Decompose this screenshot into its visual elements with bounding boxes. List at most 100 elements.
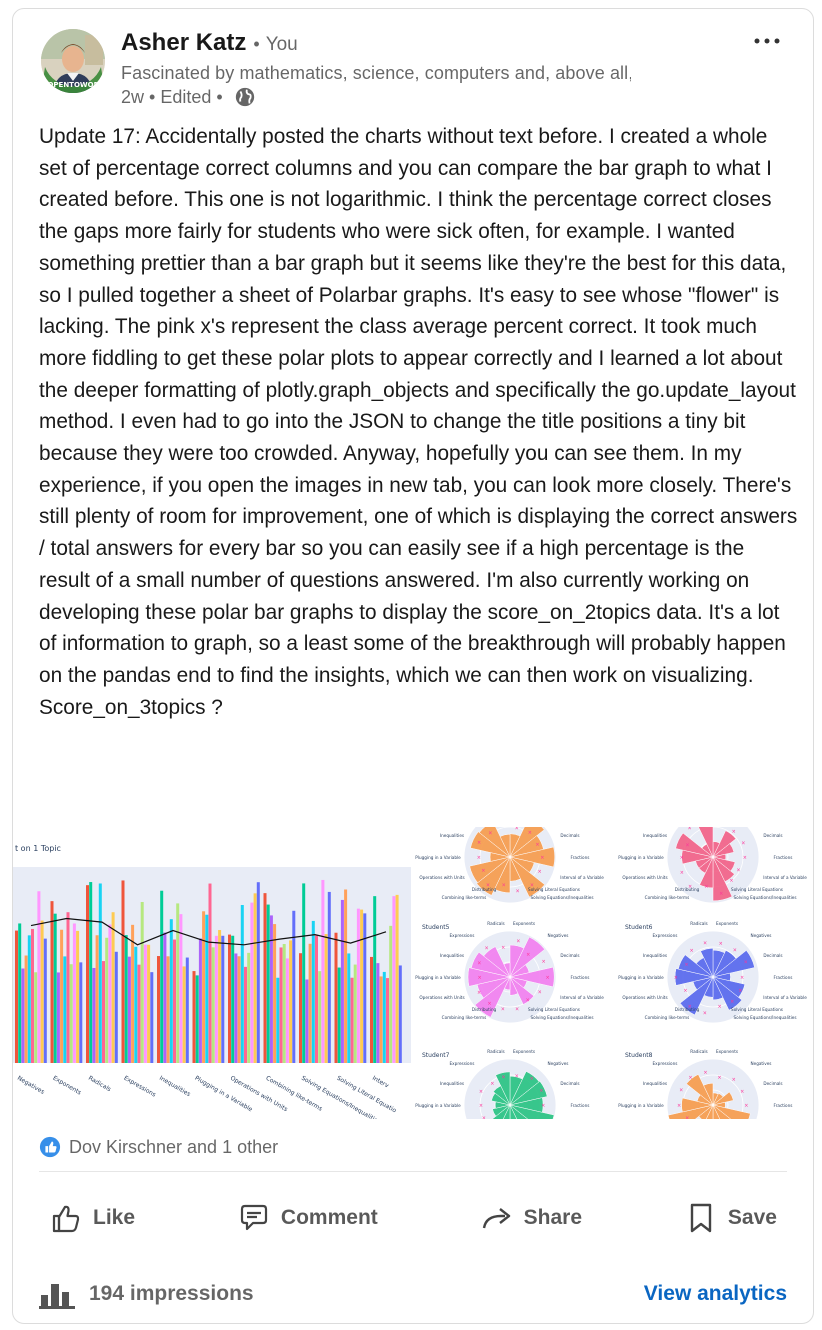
- polar-axis-label: Solving Equations/Inequalities: [733, 895, 796, 900]
- bar: [360, 909, 364, 1063]
- bar: [163, 932, 167, 1063]
- author-name[interactable]: Asher Katz: [121, 29, 247, 56]
- average-marker: ×: [516, 888, 520, 894]
- polar-bar: [698, 827, 714, 858]
- polar-axis-label: Decimals: [560, 953, 579, 958]
- average-marker: ×: [515, 1006, 519, 1012]
- polar-axis-label: Radicals: [487, 1049, 504, 1054]
- bar: [334, 932, 338, 1063]
- bar: [289, 940, 293, 1063]
- bar: [124, 935, 128, 1063]
- average-marker: ×: [477, 840, 481, 846]
- polar-axis-label: Combining like-terms: [442, 1015, 487, 1020]
- bar-x-label: Exponents: [52, 1075, 83, 1097]
- average-marker: ×: [744, 1103, 748, 1109]
- bar: [66, 912, 70, 1063]
- bar-group: [15, 879, 402, 1063]
- average-marker: ×: [703, 940, 707, 946]
- average-marker: ×: [515, 1073, 519, 1079]
- average-marker: ×: [730, 999, 734, 1005]
- bar-chart-image[interactable]: t on 1 Topic Negatives Exponents Radicals E…: [13, 827, 411, 1119]
- reactions-summary[interactable]: Dov Kirschner and 1 other: [39, 1135, 278, 1159]
- bar: [76, 930, 80, 1063]
- bar: [18, 923, 22, 1063]
- bar-x-label: Expressions: [123, 1075, 157, 1099]
- polar-axis-label: Negatives: [548, 1061, 569, 1066]
- average-marker: ×: [501, 945, 505, 951]
- separator-dot: •: [253, 34, 260, 54]
- polar-axis-label: Interval of a Variable: [763, 875, 807, 880]
- polar-gridline: [463, 827, 557, 904]
- author-avatar[interactable]: #OPENTOWORK: [41, 29, 105, 93]
- bar: [108, 924, 112, 1063]
- bar: [282, 944, 286, 1063]
- average-marker: ×: [717, 1075, 721, 1081]
- polar-axis-label: Solving Literal Equations: [528, 887, 580, 892]
- polar-axis-label: Negatives: [548, 933, 569, 938]
- polar-axis-label: Expressions: [653, 933, 678, 938]
- polar-axis-label: Interval of a Variable: [560, 875, 604, 880]
- average-marker: ×: [677, 1103, 681, 1109]
- bar: [398, 965, 402, 1063]
- author-relation: You: [265, 34, 298, 55]
- polar-axis-label: Plugging in a Variable: [618, 855, 664, 860]
- bar-chart-title: t on 1 Topic: [15, 844, 61, 853]
- like-button[interactable]: Like: [39, 1189, 145, 1247]
- polar-bar: [699, 856, 714, 889]
- bar: [302, 883, 306, 1063]
- average-marker: ×: [685, 1115, 689, 1119]
- bar-x-label: Negatives: [16, 1075, 46, 1096]
- share-button[interactable]: Share: [470, 1189, 592, 1247]
- view-analytics-link[interactable]: View analytics: [643, 1282, 787, 1305]
- post-time: 2w: [121, 86, 145, 107]
- polar-axis-label: Plugging in a Variable: [618, 1103, 664, 1108]
- average-marker: ×: [674, 975, 678, 981]
- bar: [137, 964, 141, 1063]
- average-marker: ×: [684, 962, 688, 968]
- polar-bar: [674, 968, 714, 986]
- polar-chart-graphic: × × × × × × × × × × × × × × Radicals Exponents Expressio…: [415, 827, 807, 1119]
- polar-axis-label: Negatives: [751, 1061, 772, 1066]
- polar-bar: [478, 827, 511, 858]
- polar-axis-label: Inequalities: [643, 953, 667, 958]
- like-label: Like: [93, 1206, 136, 1229]
- bar: [192, 971, 196, 1063]
- polar-axis-label: Radicals: [487, 921, 504, 926]
- average-marker: ×: [688, 1004, 692, 1010]
- polar-axis-label: Interval of a Variable: [763, 995, 807, 1000]
- polar-bar: [712, 843, 735, 858]
- polar-bar: [509, 1080, 548, 1106]
- bar: [56, 972, 60, 1063]
- average-marker: ×: [528, 830, 532, 836]
- bar: [31, 928, 34, 1063]
- bar-x-label: Interv: [371, 1075, 390, 1090]
- bar: [166, 956, 170, 1063]
- save-button[interactable]: Save: [674, 1189, 787, 1247]
- average-marker: ×: [743, 855, 747, 861]
- share-label: Share: [523, 1206, 583, 1229]
- bar-x-label: Plugging in a Variable: [194, 1075, 254, 1114]
- average-marker: ×: [679, 1088, 683, 1094]
- more-options-button[interactable]: [751, 27, 783, 55]
- post-media[interactable]: t on 1 Topic Negatives Exponents Radicals E…: [13, 827, 813, 1119]
- polar-axis-label: Operations with Units: [622, 995, 667, 1000]
- impressions-count: 194 impressions: [89, 1282, 254, 1305]
- bar: [315, 935, 318, 1063]
- bar-x-labels: Negatives Exponents Radicals Expressions Ine…: [16, 1075, 398, 1119]
- polar-bar: [705, 1104, 714, 1119]
- bar: [244, 966, 247, 1063]
- bar: [27, 935, 31, 1063]
- polar-axis-label: Fractions: [571, 975, 590, 980]
- polar-bar: [703, 1082, 714, 1106]
- share-arrow-icon: [482, 1208, 510, 1229]
- bar: [292, 910, 296, 1063]
- polar-bar: [503, 962, 511, 978]
- polar-axis-label: Exponents: [513, 1049, 535, 1054]
- polar-axis-label: Decimals: [763, 1081, 782, 1086]
- comment-button[interactable]: Comment: [227, 1189, 388, 1247]
- polar-axis-label: Plugging in a Variable: [618, 975, 664, 980]
- bar: [15, 930, 18, 1063]
- impressions-link[interactable]: 194 impressions: [39, 1279, 254, 1309]
- polar-chart-image[interactable]: × × × × × × × × × × × × × × Radicals Exponents Expressio…: [415, 827, 813, 1119]
- bar: [208, 883, 212, 1063]
